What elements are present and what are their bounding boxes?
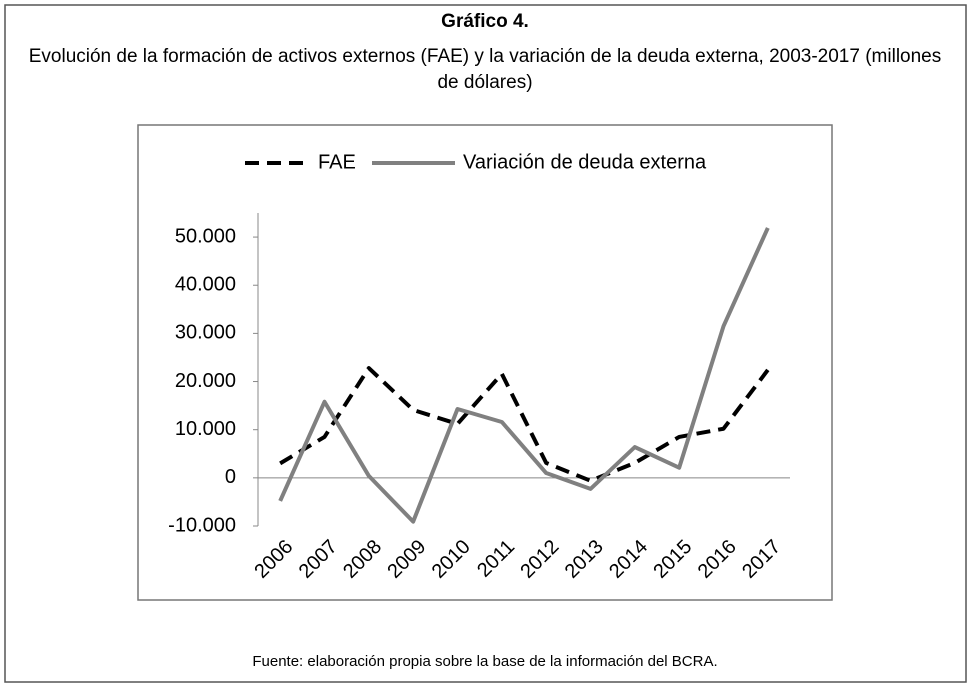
x-tick-label: 2017 bbox=[738, 536, 785, 583]
outer-frame bbox=[4, 4, 967, 683]
x-tick-label: 2016 bbox=[694, 536, 741, 583]
y-tick-label: 50.000 bbox=[175, 225, 236, 247]
series-line bbox=[279, 366, 770, 483]
y-tick-label: 40.000 bbox=[175, 274, 236, 296]
x-tick-label: 2009 bbox=[383, 536, 430, 583]
x-tick-label: 2008 bbox=[339, 536, 386, 583]
source-note: Fuente: elaboración propia sobre la base… bbox=[252, 653, 717, 670]
y-tick-label: 20.000 bbox=[175, 370, 236, 392]
x-tick-label: 2015 bbox=[649, 536, 696, 583]
legend-label: FAE bbox=[318, 151, 356, 173]
chart-title: Gráfico 4. bbox=[441, 11, 529, 32]
x-tick-label: 2014 bbox=[605, 536, 652, 583]
series-line bbox=[278, 227, 770, 524]
x-tick-label: 2007 bbox=[295, 536, 342, 583]
x-tick-label: 2013 bbox=[561, 536, 608, 583]
y-tick-label: 30.000 bbox=[175, 322, 236, 344]
x-tick-label: 2012 bbox=[516, 536, 563, 583]
x-tick-label: 2010 bbox=[428, 536, 475, 583]
chart-subtitle: Evolución de la formación de activos ext… bbox=[28, 46, 942, 93]
y-tick-label: 0 bbox=[225, 466, 236, 488]
y-tick-label: 10.000 bbox=[175, 418, 236, 440]
x-tick-label: 2006 bbox=[250, 536, 297, 583]
legend-label: Variación de deuda externa bbox=[463, 151, 707, 173]
plot-frame bbox=[137, 124, 833, 601]
x-tick-label: 2011 bbox=[473, 536, 519, 582]
y-tick-label: -10.000 bbox=[168, 514, 236, 536]
